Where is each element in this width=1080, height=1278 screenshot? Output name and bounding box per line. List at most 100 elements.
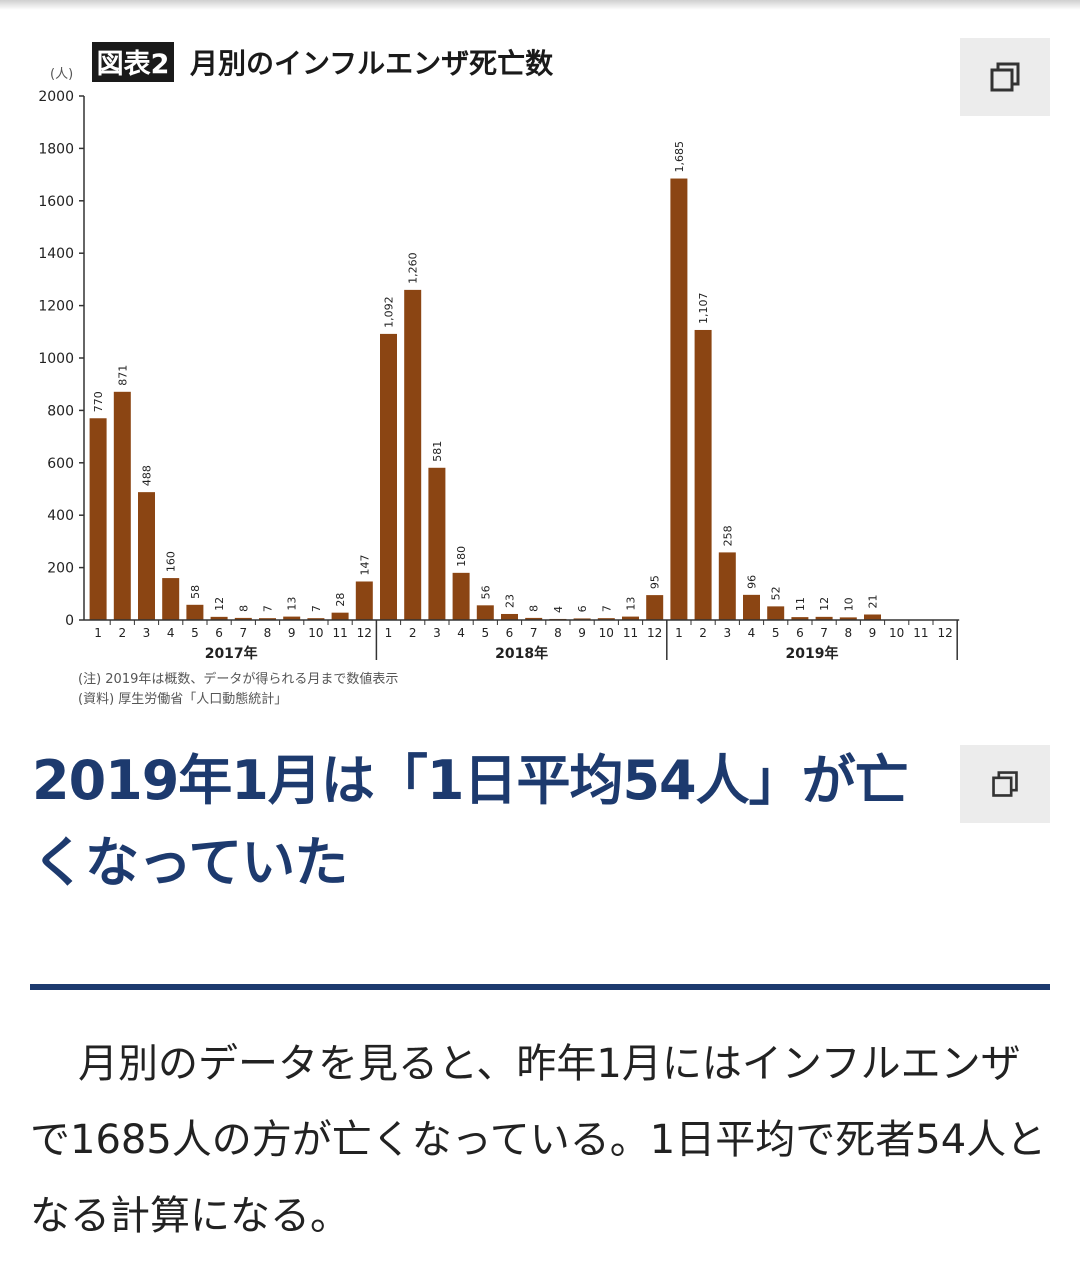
- bar: [864, 614, 881, 620]
- bar-value-label: 7: [310, 605, 323, 612]
- bar-value-label: 23: [504, 594, 517, 608]
- bar: [307, 618, 325, 620]
- x-tick-label: 11: [332, 626, 347, 640]
- year-label: 2019年: [786, 645, 839, 662]
- x-tick-label: 10: [599, 626, 614, 640]
- copy-icon: [990, 62, 1020, 92]
- bar-value-label: 1,107: [697, 292, 710, 324]
- x-tick-label: 8: [844, 626, 852, 640]
- x-tick-label: 1: [675, 626, 683, 640]
- bar: [525, 617, 543, 620]
- article-heading: 2019年1月は「1日平均54人」が亡くなっていた: [32, 749, 909, 894]
- chart-title: 月別のインフルエンザ死亡数: [189, 47, 554, 80]
- x-tick-label: 6: [215, 626, 223, 640]
- bar-value-label: 96: [746, 575, 759, 589]
- x-tick-label: 5: [481, 626, 489, 640]
- x-tick-label: 8: [264, 626, 272, 640]
- x-tick-label: 12: [647, 626, 662, 640]
- bar-value-label: 1,685: [673, 141, 686, 173]
- bars: 770 871 488 160 58 12 8 7 13 7 28 147 1,092 1,260 581 1…: [89, 141, 881, 620]
- x-tick-label: 4: [748, 626, 756, 640]
- bar-value-label: 6: [576, 605, 589, 612]
- x-tick-label: 8: [554, 626, 562, 640]
- bar-value-label: 95: [649, 575, 662, 589]
- bar: [743, 594, 760, 620]
- bar: [622, 616, 639, 620]
- x-tick-label: 9: [578, 626, 586, 640]
- x-tick-label: 9: [869, 626, 877, 640]
- x-tick-label: 2: [409, 626, 417, 640]
- bar-value-label: 10: [842, 597, 855, 611]
- year-label: 2017年: [205, 645, 258, 662]
- bar-value-label: 488: [141, 465, 154, 486]
- bar-value-label: 7: [262, 605, 275, 612]
- x-tick-label: 7: [239, 626, 247, 640]
- bar: [646, 595, 664, 620]
- x-tick-label: 5: [772, 626, 780, 640]
- bar: [259, 618, 276, 620]
- bar: [234, 617, 252, 620]
- y-tick-label: 1600: [38, 194, 74, 210]
- bar-value-label: 258: [721, 525, 734, 546]
- bar: [380, 333, 397, 620]
- copy-heading-button[interactable]: [960, 745, 1050, 823]
- x-tick-label: 5: [191, 626, 199, 640]
- x-tick-label: 9: [288, 626, 296, 640]
- bar-value-label: 56: [479, 585, 492, 599]
- bar-value-label: 8: [237, 605, 250, 612]
- bar-value-label: 1,260: [407, 252, 420, 284]
- copy-icon: [992, 771, 1018, 797]
- bar-chart: 図表2 月別のインフルエンザ死亡数 (人) 0 200 400 600 800 1000 1…: [38, 42, 960, 707]
- x-tick-label: 3: [723, 626, 731, 640]
- bar: [573, 618, 591, 620]
- x-tick-label: 6: [506, 626, 514, 640]
- bar-value-label: 8: [528, 605, 541, 612]
- bar-value-label: 4: [552, 606, 565, 613]
- bar: [355, 581, 373, 620]
- bar: [597, 618, 615, 620]
- year-label: 2018年: [495, 645, 548, 662]
- copy-chart-button[interactable]: [960, 38, 1050, 116]
- x-tick-label: 7: [820, 626, 828, 640]
- y-tick-label: 1400: [38, 246, 74, 262]
- bar: [331, 612, 349, 620]
- x-tick-label: 4: [457, 626, 465, 640]
- bar-value-label: 160: [165, 551, 178, 572]
- x-tick-label: 7: [530, 626, 538, 640]
- article-body: 月別のデータを見ると、昨年1月にはインフルエンザで1685人の方が亡くなっている…: [30, 1041, 1047, 1239]
- chart-badge: 図表2: [97, 49, 170, 80]
- x-tick-label: 2: [118, 626, 126, 640]
- chart-badge-bg: [92, 42, 174, 82]
- y-tick-label: 600: [47, 456, 74, 472]
- bar: [694, 329, 712, 620]
- bar: [452, 572, 470, 620]
- bar: [839, 617, 857, 620]
- bar: [210, 616, 228, 620]
- bar: [428, 467, 446, 620]
- bar: [791, 617, 809, 620]
- bar-value-label: 12: [818, 597, 831, 611]
- x-tick-label: 11: [913, 626, 928, 640]
- bar-value-label: 147: [358, 554, 371, 575]
- bar: [283, 616, 301, 620]
- bar: [404, 289, 422, 620]
- x-tick-label: 4: [167, 626, 175, 640]
- x-tick-label: 10: [308, 626, 323, 640]
- y-tick-label: 200: [47, 561, 74, 577]
- y-tick-label: 2000: [38, 89, 74, 105]
- x-tick-label: 1: [385, 626, 393, 640]
- bar-value-label: 52: [770, 586, 783, 600]
- bar-value-label: 21: [867, 594, 880, 608]
- bar-value-label: 1,092: [383, 296, 396, 328]
- bar: [767, 606, 785, 620]
- top-shadow: [0, 0, 1080, 10]
- bar-value-label: 11: [794, 597, 807, 611]
- x-tick-label: 12: [357, 626, 372, 640]
- x-tick-label: 1: [94, 626, 102, 640]
- bar-value-label: 12: [213, 597, 226, 611]
- bar: [138, 492, 155, 620]
- y-tick-label: 800: [47, 403, 74, 419]
- bar: [113, 391, 131, 620]
- y-axis: 0 200 400 600 800 1000 1200 1400 1600 1800 2000: [38, 89, 85, 629]
- x-tick-label: 12: [937, 626, 952, 640]
